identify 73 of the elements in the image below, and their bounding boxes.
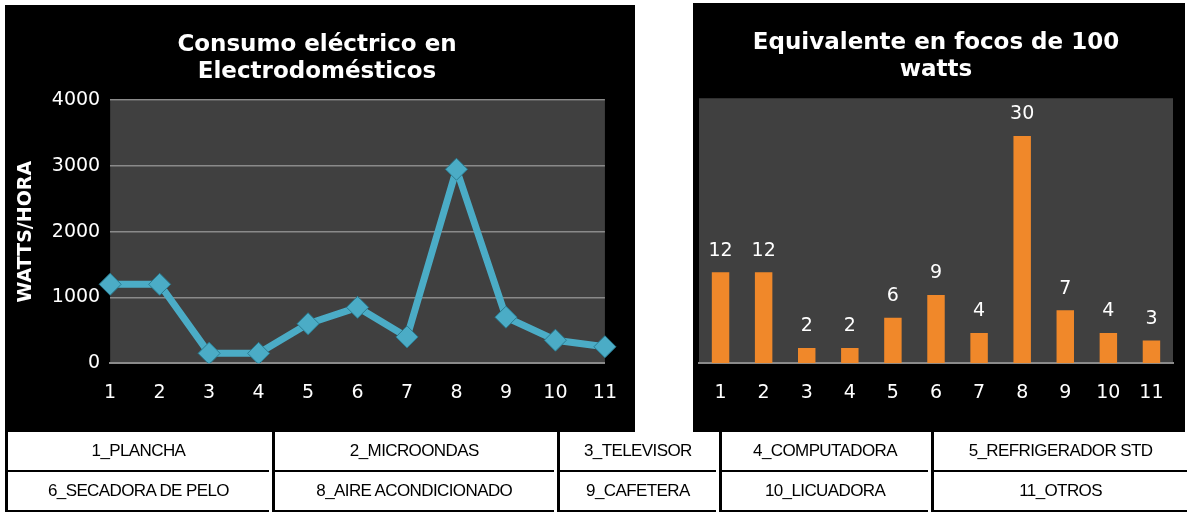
x-tick-label: 6: [929, 379, 943, 402]
data-label: 4: [973, 298, 986, 321]
x-tick-label: 6: [351, 379, 364, 402]
data-label: 2: [843, 313, 856, 336]
text: 8_AIRE ACONDICIONADO: [271, 472, 554, 512]
bar: [841, 348, 859, 364]
x-tick-label: 9: [1059, 379, 1072, 402]
text: 5_REFRIGERADOR STD: [931, 432, 1188, 472]
x-tick-label: 4: [843, 379, 856, 402]
x-tick-label: 3: [203, 379, 216, 402]
text: 9_CAFETERA: [556, 472, 716, 512]
bar: [884, 317, 902, 364]
y-tick-label: 1000: [51, 284, 101, 307]
x-tick-label: 5: [886, 379, 899, 402]
point: [444, 157, 468, 181]
bar: [1056, 310, 1074, 364]
bar: [711, 272, 730, 364]
x-tick-label: 8: [450, 379, 463, 402]
x-tick-label: 2: [153, 379, 166, 402]
bar: [927, 295, 945, 364]
point: [148, 272, 172, 296]
data-label: 6: [886, 283, 899, 306]
text: 2_MICROONDAS: [271, 432, 554, 472]
y-tick-label: 3000: [51, 152, 101, 175]
chart-title: Equivalente en focos de 100 watts: [752, 27, 1120, 82]
x-tick-label: 1: [714, 379, 727, 402]
point: [593, 335, 617, 359]
text: 3_TELEVISOR: [556, 432, 716, 472]
bar: [1142, 340, 1161, 364]
x-tick-label: 10: [1096, 379, 1121, 402]
bar: [798, 348, 816, 364]
y-axis-title: WATTS/HORA: [13, 160, 36, 303]
x-tick-label: 9: [499, 379, 513, 402]
data-label: 30: [1010, 101, 1035, 124]
x-tick-label: 11: [1139, 379, 1164, 402]
point: [98, 272, 122, 296]
x-tick-label: 11: [592, 379, 618, 402]
point: [346, 295, 370, 319]
data-label: 12: [708, 237, 733, 260]
data-label: 4: [1102, 298, 1115, 321]
text: 11_OTROS: [931, 472, 1188, 512]
bar: [970, 332, 988, 364]
x-tick-label: 1: [104, 379, 117, 402]
bar: [1099, 332, 1118, 364]
text: 6_SECADORA DE PELO: [5, 472, 269, 512]
x-tick-label: 5: [302, 379, 315, 402]
bar: [754, 272, 773, 364]
x-tick-label: 7: [973, 379, 986, 402]
text: 4_COMPUTADORA: [719, 432, 929, 472]
point: [197, 341, 221, 364]
chart-title: Consumo eléctrico en Electrodomésticos: [177, 29, 457, 84]
data-label: 3: [1145, 305, 1158, 328]
text: 1_PLANCHA: [5, 432, 269, 472]
point: [395, 325, 419, 349]
x-tick-label: 3: [800, 379, 813, 402]
point: [494, 305, 518, 329]
y-tick-label: 0: [88, 350, 101, 373]
data-label: 2: [800, 313, 813, 336]
x-tick-label: 10: [543, 379, 568, 402]
text: 10_LICUADORA: [719, 472, 929, 512]
bar: [1013, 136, 1031, 364]
x-tick-label: 4: [252, 379, 265, 402]
data-label: 9: [929, 260, 943, 283]
x-tick-label: 8: [1016, 379, 1029, 402]
x-tick-label: 2: [757, 379, 770, 402]
data-label: 12: [751, 237, 776, 260]
point: [296, 312, 320, 336]
data-label: 7: [1059, 275, 1072, 298]
y-tick-label: 4000: [51, 87, 101, 110]
y-tick-label: 2000: [51, 218, 101, 241]
point: [247, 341, 271, 364]
x-tick-label: 7: [400, 379, 414, 402]
point: [543, 328, 567, 352]
